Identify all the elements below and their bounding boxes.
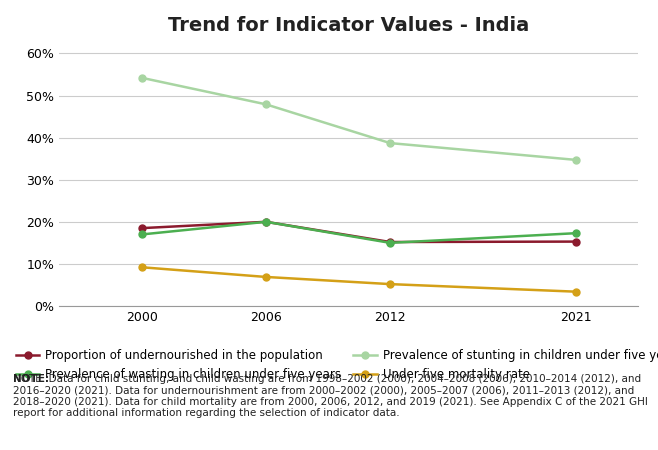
Legend: Proportion of undernourished in the population, Prevalence of wasting in childre: Proportion of undernourished in the popu… [13, 346, 658, 385]
Text: NOTE: Data for child stunting, and child wasting are from 1998–2002 (2000), 2004: NOTE: Data for child stunting, and child… [13, 374, 648, 419]
Title: Trend for Indicator Values - India: Trend for Indicator Values - India [168, 16, 530, 35]
Text: NOTE:: NOTE: [13, 374, 49, 383]
